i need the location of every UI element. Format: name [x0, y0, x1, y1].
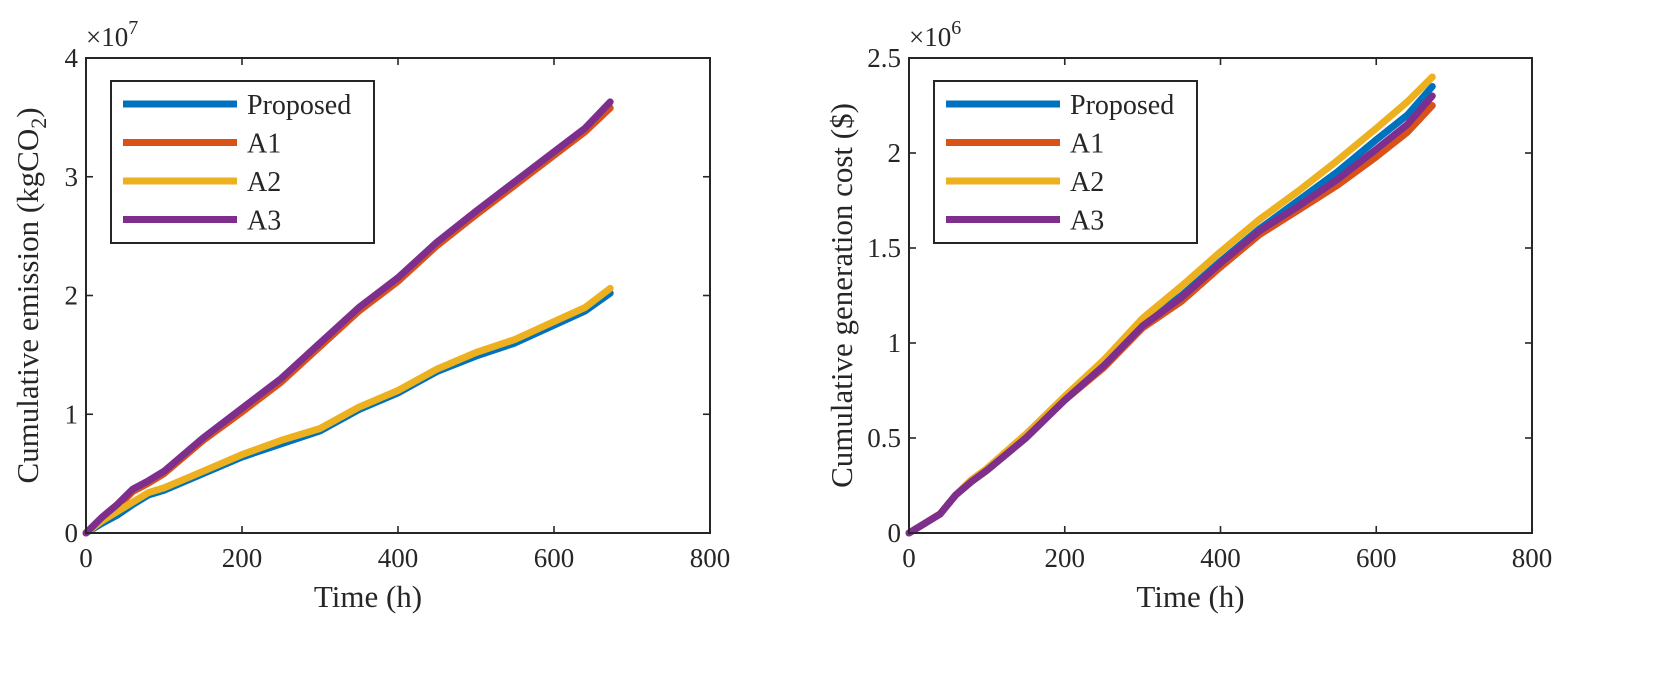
cost-x-tick-label: 200 — [1045, 543, 1086, 573]
emission-legend-label-a3: A3 — [247, 206, 281, 237]
emission-legend-label-a1: A1 — [247, 129, 281, 160]
cost-legend-label-proposed: Proposed — [1070, 90, 1174, 121]
emission-y-tick-label: 3 — [65, 162, 79, 192]
emission-y-axis-label-main: Cumulative emission (kgCO — [10, 129, 45, 484]
emission-y-multiplier-exp: 7 — [128, 17, 138, 39]
emission-y-multiplier-base: ×10 — [86, 22, 128, 52]
cost-y-multiplier-exp: 6 — [951, 17, 961, 39]
cost-x-axis-label: Time (h) — [1136, 579, 1244, 614]
cost-y-tick-label: 0.5 — [867, 423, 901, 453]
cost-y-multiplier: ×106 — [909, 17, 961, 52]
cost-legend-label-a2: A2 — [1070, 167, 1104, 198]
emission-series-a3-line — [82, 98, 614, 537]
emission-legend: Proposed A1 A2 A3 — [110, 80, 375, 244]
cost-y-tick-label: 0 — [888, 518, 902, 548]
cost-x-tick-label: 0 — [902, 543, 916, 573]
emission-y-tick-label: 0 — [65, 518, 79, 548]
cost-series-lines — [905, 73, 1436, 537]
emission-legend-label-a2: A2 — [247, 167, 281, 198]
emission-y-tick-label: 1 — [65, 399, 79, 429]
emission-y-tick-label: 2 — [65, 281, 79, 311]
cost-y-axis-label: Cumulative generation cost ($) — [824, 103, 859, 488]
cost-legend-label-a1: A1 — [1070, 129, 1104, 160]
cost-x-tick-label: 600 — [1356, 543, 1397, 573]
emission-x-tick-label: 800 — [690, 543, 731, 573]
emission-y-tick-label: 4 — [65, 43, 79, 73]
cost-y-tick-label: 2 — [888, 138, 902, 168]
cost-x-tick-label: 800 — [1512, 543, 1553, 573]
cost-series-a3-line — [905, 92, 1436, 537]
cost-legend: Proposed A1 A2 A3 — [933, 80, 1198, 244]
emission-legend-label-proposed: Proposed — [247, 90, 351, 121]
cost-y-tick-label: 2.5 — [867, 43, 901, 73]
cost-y-tick-label: 1.5 — [867, 233, 901, 263]
emission-y-axis-label-close: ) — [10, 107, 45, 117]
emission-series-a2-line — [82, 284, 614, 537]
cost-x-tick-label: 400 — [1200, 543, 1241, 573]
emission-chart: 0 200 400 600 800 0 1 2 3 4×107 Time (h) Cumulative… — [10, 17, 730, 614]
emission-y-axis-label-sub: 2 — [26, 118, 51, 129]
emission-series-lines — [82, 98, 614, 537]
emission-x-tick-label: 0 — [79, 543, 93, 573]
emission-x-tick-label: 400 — [378, 543, 419, 573]
cost-y-tick-label: 1 — [888, 328, 902, 358]
cost-legend-label-a3: A3 — [1070, 206, 1104, 237]
emission-y-multiplier: ×107 — [86, 17, 138, 52]
cost-chart: 0 200 400 600 800 0 0.5 1 1.5 2 2.5 ×106 Time (h) Cum… — [824, 17, 1552, 614]
emission-y-axis-label: Cumulative emission (kgCO2) — [10, 107, 51, 483]
emission-x-tick-label: 200 — [222, 543, 263, 573]
cost-y-multiplier-base: ×10 — [909, 22, 951, 52]
cost-y-axis-label-main: Cumulative generation cost ($) — [824, 103, 859, 488]
emission-x-axis-label: Time (h) — [314, 579, 422, 614]
emission-x-tick-label: 600 — [534, 543, 575, 573]
